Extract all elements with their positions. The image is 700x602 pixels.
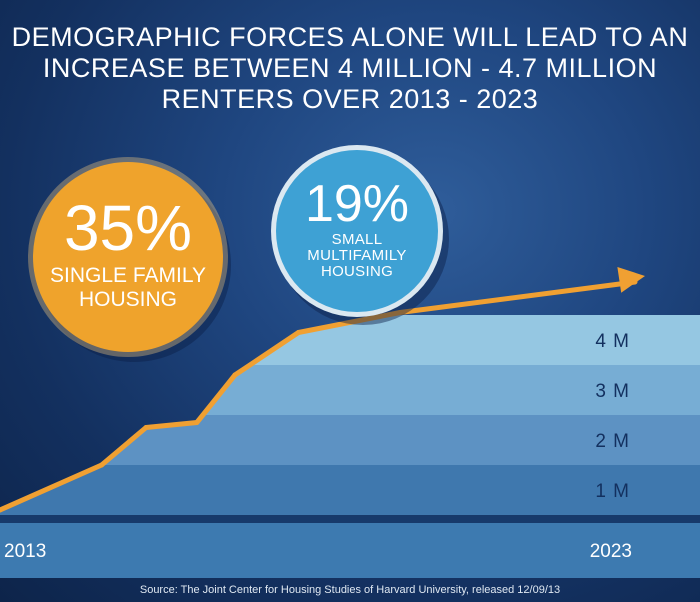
data-point: [0, 507, 3, 513]
label-line: MULTIFAMILY: [307, 247, 407, 264]
title-line: DEMOGRAPHIC FORCES ALONE WILL LEAD TO AN: [11, 22, 689, 52]
y-tick-label: 1 M: [595, 481, 630, 502]
label-line: SINGLE FAMILY: [50, 264, 206, 287]
single-family-percent: 35%: [63, 192, 193, 264]
source-note: Source: The Joint Center for Housing Stu…: [139, 584, 561, 596]
title-line: RENTERS OVER 2013 - 2023: [161, 84, 539, 114]
y-tick-label: 4 M: [595, 331, 630, 352]
title-line: INCREASE BETWEEN 4 MILLION - 4.7 MILLION: [42, 53, 658, 83]
band-1: [0, 465, 700, 515]
label-line: HOUSING: [320, 263, 394, 280]
data-point: [397, 310, 403, 315]
arrowhead: [617, 266, 645, 293]
x-axis-strip: [0, 523, 700, 578]
x-tick-label-start: 2013: [4, 541, 46, 562]
data-point: [295, 330, 301, 335]
single-family-callout: 35% SINGLE FAMILY HOUSING: [33, 162, 223, 352]
data-point: [143, 425, 149, 430]
series-line: [0, 279, 638, 513]
small-multifamily-label: SMALL MULTIFAMILY HOUSING: [307, 232, 406, 280]
data-point: [194, 420, 200, 425]
label-line: HOUSING: [78, 288, 177, 311]
small-multifamily-callout: 19% SMALL MULTIFAMILY HOUSING: [276, 150, 438, 312]
single-family-label: SINGLE FAMILY HOUSING: [50, 264, 206, 312]
chart-title: DEMOGRAPHIC FORCES ALONE WILL LEAD TO AN…: [0, 22, 700, 115]
axis-divider: [0, 515, 700, 523]
data-point: [232, 372, 238, 378]
data-point: [99, 462, 105, 468]
y-tick-label: 2 M: [595, 431, 630, 452]
y-tick-label: 3 M: [595, 381, 630, 402]
small-multifamily-percent: 19%: [304, 175, 410, 233]
label-line: SMALL: [331, 231, 383, 248]
x-tick-label-end: 2023: [590, 541, 632, 562]
